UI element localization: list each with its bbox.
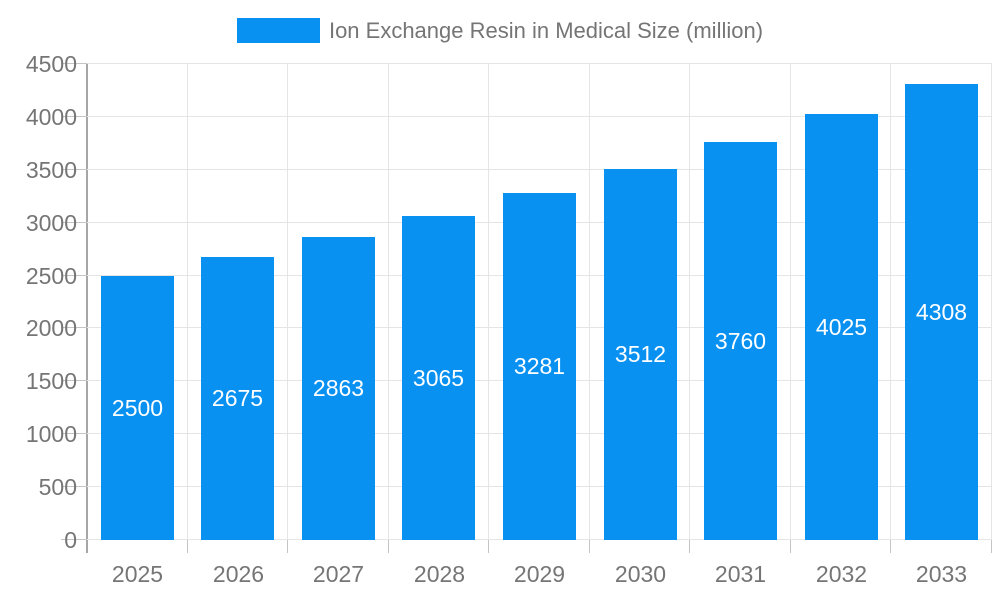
h-gridline — [87, 63, 992, 64]
bar-value-label: 4025 — [815, 313, 868, 340]
legend-swatch — [236, 18, 320, 43]
y-tick — [61, 486, 87, 487]
bar: 3512 — [604, 169, 677, 540]
h-gridline — [87, 169, 992, 170]
bar-value-label: 3281 — [513, 353, 566, 379]
x-tick — [589, 540, 590, 553]
plot-area: 0 500 1000 1500 2000 2500 3000 3500 4000 4500 2500… — [26, 51, 992, 587]
y-tick — [61, 169, 87, 170]
y-axis-label: 3000 — [25, 210, 77, 236]
v-gridline — [388, 64, 389, 540]
x-axis-label: 2028 — [413, 561, 466, 587]
y-tick — [61, 433, 87, 434]
y-tick — [61, 63, 87, 64]
bar: 4308 — [905, 84, 978, 540]
v-gridline — [187, 64, 188, 540]
y-axis-label: 2000 — [25, 315, 77, 341]
x-tick — [890, 540, 891, 553]
x-axis-label: 2032 — [815, 561, 868, 587]
y-axis-label: 1500 — [25, 368, 77, 394]
y-tick — [61, 327, 87, 328]
y-tick — [61, 222, 87, 223]
v-gridline — [689, 64, 690, 540]
v-gridline — [287, 64, 288, 540]
y-tick — [61, 380, 87, 381]
bar-value-label: 3512 — [614, 341, 667, 367]
bar: 3065 — [402, 216, 475, 540]
y-axis-label: 500 — [38, 474, 77, 500]
y-axis-label: 4000 — [25, 104, 77, 130]
v-gridline — [488, 64, 489, 540]
y-axis-label: 0 — [64, 527, 77, 553]
x-tick — [287, 540, 288, 553]
x-axis-label: 2033 — [915, 561, 968, 587]
v-gridline — [790, 64, 791, 540]
x-axis-label: 2029 — [513, 561, 566, 587]
x-tick — [187, 540, 188, 553]
bar-value-label: 2675 — [211, 385, 264, 411]
bar: 2863 — [302, 237, 375, 540]
bar-value-label: 2500 — [111, 394, 164, 421]
bar: 3281 — [503, 193, 576, 540]
x-tick — [689, 540, 690, 553]
v-gridline — [589, 64, 590, 540]
legend[interactable]: Ion Exchange Resin in Medical Size (mill… — [0, 18, 1000, 43]
bar: 2500 — [101, 276, 174, 540]
x-axis-label: 2026 — [212, 561, 265, 587]
bar-value-label: 4308 — [915, 298, 968, 325]
x-axis-label: 2031 — [714, 561, 767, 587]
bar-value-label: 3065 — [412, 364, 465, 391]
y-axis-label: 4500 — [25, 51, 77, 77]
x-axis-label: 2025 — [111, 561, 164, 587]
bar: 4025 — [805, 114, 878, 540]
y-axis-label: 2500 — [25, 263, 77, 289]
x-tick — [991, 540, 992, 553]
y-tick — [61, 539, 87, 540]
h-gridline — [87, 116, 992, 117]
v-gridline — [991, 64, 992, 540]
bar-value-label: 3760 — [714, 327, 767, 354]
legend-label: Ion Exchange Resin in Medical Size (mill… — [328, 18, 764, 43]
x-tick — [388, 540, 389, 553]
x-axis-label: 2027 — [312, 561, 365, 587]
bar-value-label: 2863 — [312, 375, 365, 401]
bar: 3760 — [704, 142, 777, 540]
x-tick — [790, 540, 791, 553]
y-tick — [61, 275, 87, 276]
x-tick — [488, 540, 489, 553]
v-gridline — [890, 64, 891, 540]
bar: 2675 — [201, 257, 274, 540]
y-axis-line — [86, 64, 88, 553]
x-axis-label: 2030 — [614, 561, 667, 587]
y-tick — [61, 116, 87, 117]
y-axis-label: 3500 — [25, 157, 77, 183]
y-axis-label: 1000 — [25, 421, 77, 447]
